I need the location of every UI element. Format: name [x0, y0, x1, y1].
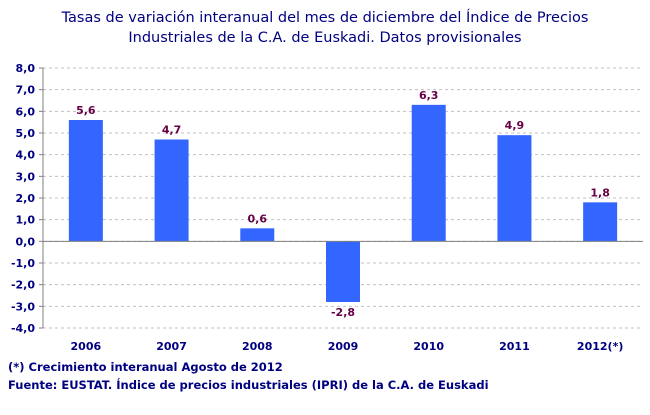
y-tick-label: 3,0: [16, 170, 36, 183]
y-tick-label: 4,0: [16, 149, 36, 162]
bar: [154, 139, 189, 242]
data-label: 6,3: [419, 89, 439, 102]
x-tick-label: 2007: [156, 340, 187, 353]
y-tick-label: 7,0: [16, 84, 36, 97]
data-label: 1,8: [590, 186, 610, 199]
x-tick-label: 2012(*): [577, 340, 623, 353]
data-label: 5,6: [76, 104, 96, 117]
x-tick-label: 2010: [413, 340, 444, 353]
bar: [583, 202, 618, 242]
y-tick-label: 0,0: [16, 235, 36, 248]
bar: [240, 228, 275, 242]
y-tick-label: 8,0: [16, 62, 36, 75]
y-tick-label: 2,0: [16, 192, 36, 205]
y-tick-label: -2,0: [11, 279, 35, 292]
source-note: Fuente: EUSTAT. Índice de precios indust…: [8, 378, 489, 392]
x-tick-label: 2009: [328, 340, 359, 353]
y-tick-label: 5,0: [16, 127, 36, 140]
data-label: -2,8: [331, 306, 355, 319]
bar: [411, 104, 446, 242]
bar: [326, 241, 360, 302]
data-label: 4,9: [505, 119, 525, 132]
chart-title-line-2: Industriales de la C.A. de Euskadi. Dato…: [128, 30, 522, 46]
x-tick-label: 2006: [71, 340, 102, 353]
data-label: 4,7: [162, 124, 182, 137]
x-tick-label: 2011: [499, 340, 530, 353]
x-tick-label: 2008: [242, 340, 273, 353]
bar: [497, 135, 532, 242]
y-tick-label: -3,0: [11, 300, 35, 313]
y-tick-label: -4,0: [11, 322, 35, 335]
data-label: 0,6: [248, 212, 268, 225]
chart-title-line-1: Tasas de variación interanual del mes de…: [61, 10, 589, 26]
bar: [68, 120, 103, 242]
y-tick-label: 1,0: [16, 214, 36, 227]
footnote: (*) Crecimiento interanual Agosto de 201…: [8, 360, 283, 374]
y-tick-label: 6,0: [16, 105, 36, 118]
y-tick-label: -1,0: [11, 257, 35, 270]
